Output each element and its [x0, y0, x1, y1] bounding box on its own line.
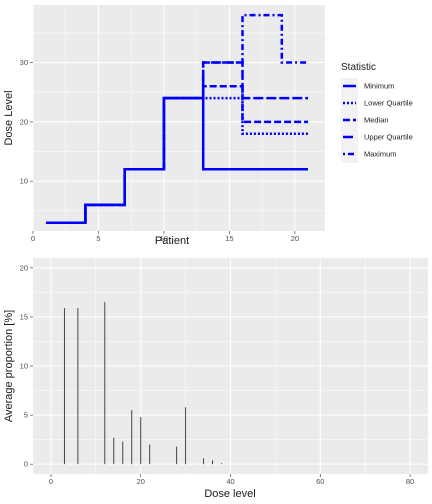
- legend-label: Minimum: [364, 82, 394, 91]
- bar: [113, 437, 115, 465]
- y-tick-label: 20: [20, 117, 28, 126]
- legend-items: Minimum Lower Quartile Median Upper Quartil…: [341, 78, 413, 163]
- bottom-x-axis-title: Dose level: [204, 488, 255, 500]
- bar: [77, 308, 79, 465]
- top-x-axis-title: Patient: [155, 235, 189, 247]
- bar: [63, 308, 65, 465]
- top-series-lines: [46, 13, 308, 224]
- bar: [131, 410, 133, 465]
- bottom-chart: 0 20 40 60 80 0 5 10 15 20 Dose level Average pr…: [3, 258, 428, 500]
- legend-label: Upper Quartile: [364, 133, 413, 142]
- bar: [176, 446, 178, 465]
- x-tick-label: 0: [49, 477, 53, 486]
- bar: [185, 407, 187, 465]
- bar: [140, 417, 142, 465]
- top-plot-panel: [33, 5, 325, 231]
- bar: [122, 441, 124, 465]
- y-tick-label: 0: [24, 460, 28, 469]
- x-tick-label: 40: [226, 477, 234, 486]
- series-line-upper-quartile: [46, 61, 308, 224]
- bottom-y-tick-labels: 0 5 10 15 20: [20, 263, 33, 469]
- x-tick-label: 20: [291, 234, 299, 243]
- x-tick-label: 80: [406, 477, 414, 486]
- x-tick-label: 20: [137, 477, 145, 486]
- y-tick-label: 15: [20, 312, 28, 321]
- legend-label: Median: [364, 116, 389, 125]
- bottom-y-axis-title: Average proportion [%]: [3, 310, 15, 422]
- legend: Statistic Minimum Lower Quartile Median Upp…: [341, 62, 413, 163]
- y-tick-label: 20: [20, 263, 28, 272]
- y-tick-label: 5: [24, 411, 28, 420]
- x-tick-label: 10: [160, 234, 168, 243]
- bar: [221, 463, 222, 465]
- x-tick-label: 60: [316, 477, 324, 486]
- x-tick-label: 5: [96, 234, 100, 243]
- bar: [149, 444, 151, 465]
- y-tick-label: 30: [20, 58, 28, 67]
- y-tick-label: 10: [20, 177, 28, 186]
- bottom-bars: [63, 302, 222, 465]
- x-tick-label: 0: [31, 234, 35, 243]
- bottom-x-tick-labels: 0 20 40 60 80: [49, 474, 414, 486]
- x-tick-label: 15: [225, 234, 233, 243]
- top-chart: 0 5 10 15 20 10 20 30 Patient Dose Level Stati…: [3, 5, 413, 247]
- legend-key-background: [341, 95, 358, 112]
- legend-label: Maximum: [364, 150, 397, 159]
- bar: [203, 458, 205, 465]
- series-line-maximum: [46, 13, 308, 224]
- legend-label: Lower Quartile: [364, 99, 413, 108]
- top-y-tick-labels: 10 20 30: [20, 58, 33, 186]
- top-y-axis-title: Dose Level: [3, 90, 15, 145]
- bottom-gridlines: [33, 258, 428, 474]
- legend-title: Statistic: [341, 62, 376, 73]
- y-tick-label: 10: [20, 362, 28, 371]
- bar: [212, 460, 213, 465]
- bar: [104, 302, 106, 465]
- top-x-tick-labels: 0 5 10 15 20: [31, 231, 299, 243]
